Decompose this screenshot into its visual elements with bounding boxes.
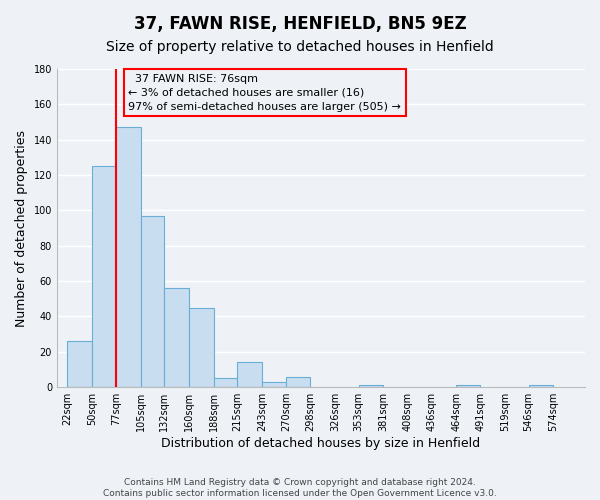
Text: 37 FAWN RISE: 76sqm
← 3% of detached houses are smaller (16)
97% of semi-detache: 37 FAWN RISE: 76sqm ← 3% of detached hou… [128,74,401,112]
Bar [238,362,262,387]
Bar [140,216,164,387]
Bar [67,341,92,387]
Bar [359,386,383,387]
Bar [189,308,214,387]
Bar [457,386,480,387]
Text: Contains HM Land Registry data © Crown copyright and database right 2024.
Contai: Contains HM Land Registry data © Crown c… [103,478,497,498]
Text: 37, FAWN RISE, HENFIELD, BN5 9EZ: 37, FAWN RISE, HENFIELD, BN5 9EZ [134,15,466,33]
Bar [262,382,286,387]
Bar [214,378,238,387]
Bar [116,128,140,387]
Bar [92,166,116,387]
Bar [286,376,310,387]
Bar [164,288,189,387]
X-axis label: Distribution of detached houses by size in Henfield: Distribution of detached houses by size … [161,437,481,450]
Text: Size of property relative to detached houses in Henfield: Size of property relative to detached ho… [106,40,494,54]
Bar [529,386,553,387]
Y-axis label: Number of detached properties: Number of detached properties [15,130,28,326]
